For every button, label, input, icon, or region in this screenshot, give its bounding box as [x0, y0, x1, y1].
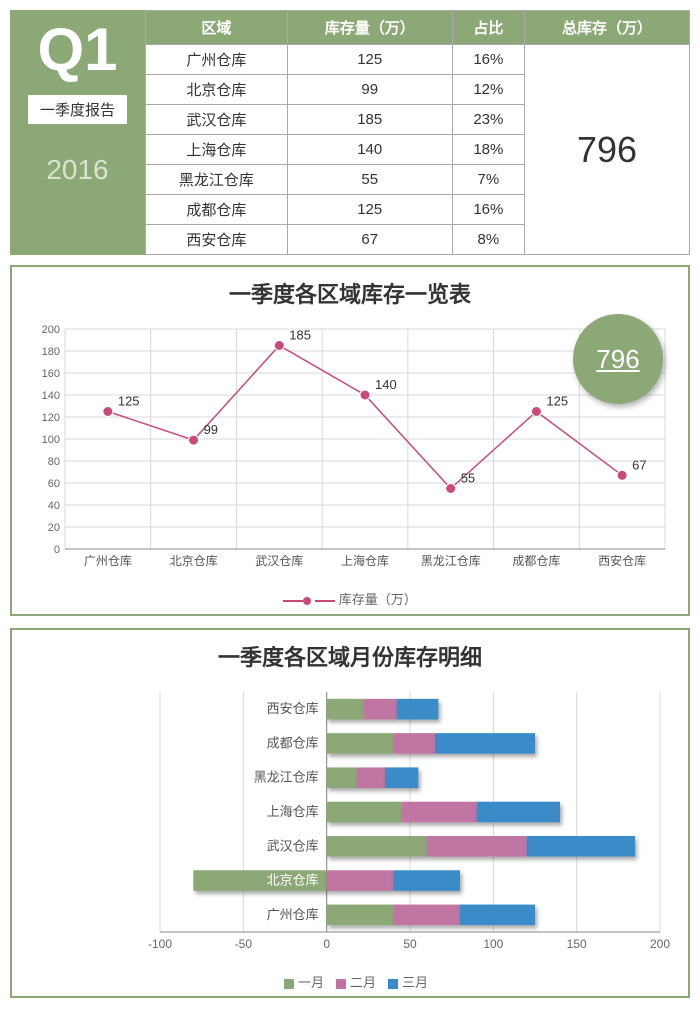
svg-text:上海仓库: 上海仓库	[341, 553, 389, 568]
cell-stock: 67	[287, 225, 452, 255]
quarter-year: 2016	[46, 154, 108, 186]
svg-text:40: 40	[48, 500, 60, 512]
legend-swatch	[336, 979, 346, 989]
svg-text:185: 185	[289, 328, 311, 343]
cell-region: 西安仓库	[146, 225, 288, 255]
svg-text:55: 55	[461, 471, 475, 486]
bar-chart-legend: 一月 二月 三月	[17, 972, 683, 991]
svg-text:北京仓库: 北京仓库	[170, 553, 218, 568]
svg-text:黑龙江仓库: 黑龙江仓库	[421, 553, 481, 568]
svg-text:200: 200	[650, 937, 670, 951]
cell-region: 成都仓库	[146, 195, 288, 225]
line-chart-legend: 库存量（万）	[17, 589, 683, 608]
col-region: 区域	[146, 11, 288, 45]
svg-text:200: 200	[42, 324, 60, 336]
svg-text:100: 100	[483, 937, 503, 951]
svg-text:180: 180	[42, 346, 60, 358]
cell-stock: 99	[287, 75, 452, 105]
line-chart-title: 一季度各区域库存一览表	[17, 277, 683, 309]
svg-text:北京仓库: 北京仓库	[267, 873, 319, 888]
legend-label: 二月	[350, 975, 376, 990]
cell-region: 广州仓库	[146, 45, 288, 75]
line-chart-area: 796 020406080100120140160180200125991851…	[17, 319, 683, 609]
svg-text:140: 140	[42, 390, 60, 402]
svg-text:125: 125	[546, 394, 568, 409]
table-row: 广州仓库12516%796	[146, 45, 690, 75]
col-stock: 库存量（万）	[287, 11, 452, 45]
cell-region: 北京仓库	[146, 75, 288, 105]
svg-text:20: 20	[48, 522, 60, 534]
svg-text:广州仓库: 广州仓库	[84, 553, 132, 568]
svg-text:150: 150	[567, 937, 587, 951]
cell-region: 黑龙江仓库	[146, 165, 288, 195]
svg-text:99: 99	[204, 422, 218, 437]
bar-chart-svg: -100 -50 0 50 100 150 200 西安仓库成都仓库黑龙江仓库上海仓库武汉仓库…	[17, 682, 683, 962]
inventory-table: 区域 库存量（万） 占比 总库存（万） 广州仓库12516%796北京仓库991…	[145, 10, 690, 255]
quarter-subtitle: 一季度报告	[28, 95, 127, 124]
legend-line-dot	[303, 597, 311, 605]
svg-text:成都仓库: 成都仓库	[267, 735, 319, 750]
cell-stock: 125	[287, 195, 452, 225]
svg-text:125: 125	[118, 394, 140, 409]
svg-text:50: 50	[403, 937, 417, 951]
col-total: 总库存（万）	[525, 11, 690, 45]
svg-text:西安仓库: 西安仓库	[598, 553, 646, 568]
svg-text:120: 120	[42, 412, 60, 424]
svg-text:80: 80	[48, 456, 60, 468]
cell-stock: 140	[287, 135, 452, 165]
cell-total: 796	[525, 45, 690, 255]
svg-text:100: 100	[42, 434, 60, 446]
svg-text:-100: -100	[148, 937, 172, 951]
cell-region: 武汉仓库	[146, 105, 288, 135]
cell-region: 上海仓库	[146, 135, 288, 165]
quarter-block: Q1 一季度报告 2016	[10, 10, 145, 255]
legend-swatch	[388, 979, 398, 989]
bar-chart-panel: 一季度各区域月份库存明细 -100 -50 0 50 100 150 200 西安仓库成都仓库…	[10, 628, 690, 998]
cell-pct: 16%	[452, 195, 524, 225]
svg-text:67: 67	[632, 457, 646, 472]
svg-text:60: 60	[48, 478, 60, 490]
col-pct: 占比	[452, 11, 524, 45]
line-series-label: 库存量（万）	[339, 592, 417, 607]
cell-stock: 185	[287, 105, 452, 135]
svg-text:武汉仓库: 武汉仓库	[255, 553, 303, 568]
cell-pct: 16%	[452, 45, 524, 75]
cell-stock: 125	[287, 45, 452, 75]
svg-text:西安仓库: 西安仓库	[267, 701, 319, 716]
legend-label: 三月	[402, 975, 428, 990]
cell-pct: 12%	[452, 75, 524, 105]
bar-chart-title: 一季度各区域月份库存明细	[17, 640, 683, 672]
legend-line-dash	[315, 600, 335, 602]
cell-pct: 18%	[452, 135, 524, 165]
svg-text:-50: -50	[235, 937, 253, 951]
svg-text:0: 0	[323, 937, 330, 951]
total-badge: 796	[573, 314, 663, 404]
svg-text:上海仓库: 上海仓库	[267, 804, 319, 819]
svg-text:140: 140	[375, 377, 397, 392]
cell-pct: 23%	[452, 105, 524, 135]
line-chart-panel: 一季度各区域库存一览表 796 0 20 40 60 80 100 120 140 160 180…	[10, 265, 690, 616]
svg-text:成都仓库: 成都仓库	[512, 553, 560, 568]
svg-text:广州仓库: 广州仓库	[267, 907, 319, 922]
top-section: Q1 一季度报告 2016 区域 库存量（万） 占比 总库存（万） 广州仓库12…	[10, 10, 690, 255]
cell-stock: 55	[287, 165, 452, 195]
legend-swatch	[284, 979, 294, 989]
cell-pct: 7%	[452, 165, 524, 195]
legend-label: 一月	[298, 975, 324, 990]
svg-text:160: 160	[42, 368, 60, 380]
legend-line-dash	[283, 600, 303, 602]
svg-text:黑龙江仓库: 黑龙江仓库	[254, 770, 319, 785]
cell-pct: 8%	[452, 225, 524, 255]
svg-text:0: 0	[54, 544, 60, 556]
svg-text:武汉仓库: 武汉仓库	[267, 838, 319, 853]
quarter-label: Q1	[37, 20, 117, 80]
